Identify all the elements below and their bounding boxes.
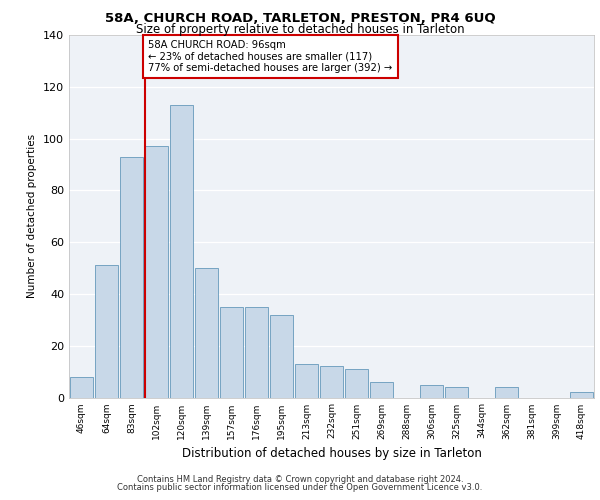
Bar bbox=[370, 382, 393, 398]
Bar bbox=[120, 156, 143, 398]
Bar bbox=[345, 369, 368, 398]
Bar bbox=[95, 266, 118, 398]
Bar bbox=[420, 384, 443, 398]
Text: Contains public sector information licensed under the Open Government Licence v3: Contains public sector information licen… bbox=[118, 484, 482, 492]
Bar bbox=[270, 314, 293, 398]
Bar bbox=[145, 146, 168, 398]
Text: Size of property relative to detached houses in Tarleton: Size of property relative to detached ho… bbox=[136, 22, 464, 36]
Bar bbox=[320, 366, 343, 398]
Bar bbox=[445, 387, 468, 398]
Bar bbox=[70, 377, 93, 398]
Text: 58A CHURCH ROAD: 96sqm
← 23% of detached houses are smaller (117)
77% of semi-de: 58A CHURCH ROAD: 96sqm ← 23% of detached… bbox=[148, 40, 392, 74]
Y-axis label: Number of detached properties: Number of detached properties bbox=[28, 134, 37, 298]
Text: Contains HM Land Registry data © Crown copyright and database right 2024.: Contains HM Land Registry data © Crown c… bbox=[137, 475, 463, 484]
Bar bbox=[195, 268, 218, 398]
X-axis label: Distribution of detached houses by size in Tarleton: Distribution of detached houses by size … bbox=[182, 447, 481, 460]
Text: 58A, CHURCH ROAD, TARLETON, PRESTON, PR4 6UQ: 58A, CHURCH ROAD, TARLETON, PRESTON, PR4… bbox=[104, 12, 496, 26]
Bar bbox=[220, 307, 243, 398]
Bar bbox=[170, 105, 193, 398]
Bar bbox=[295, 364, 318, 398]
Bar bbox=[570, 392, 593, 398]
Bar bbox=[245, 307, 268, 398]
Bar bbox=[495, 387, 518, 398]
